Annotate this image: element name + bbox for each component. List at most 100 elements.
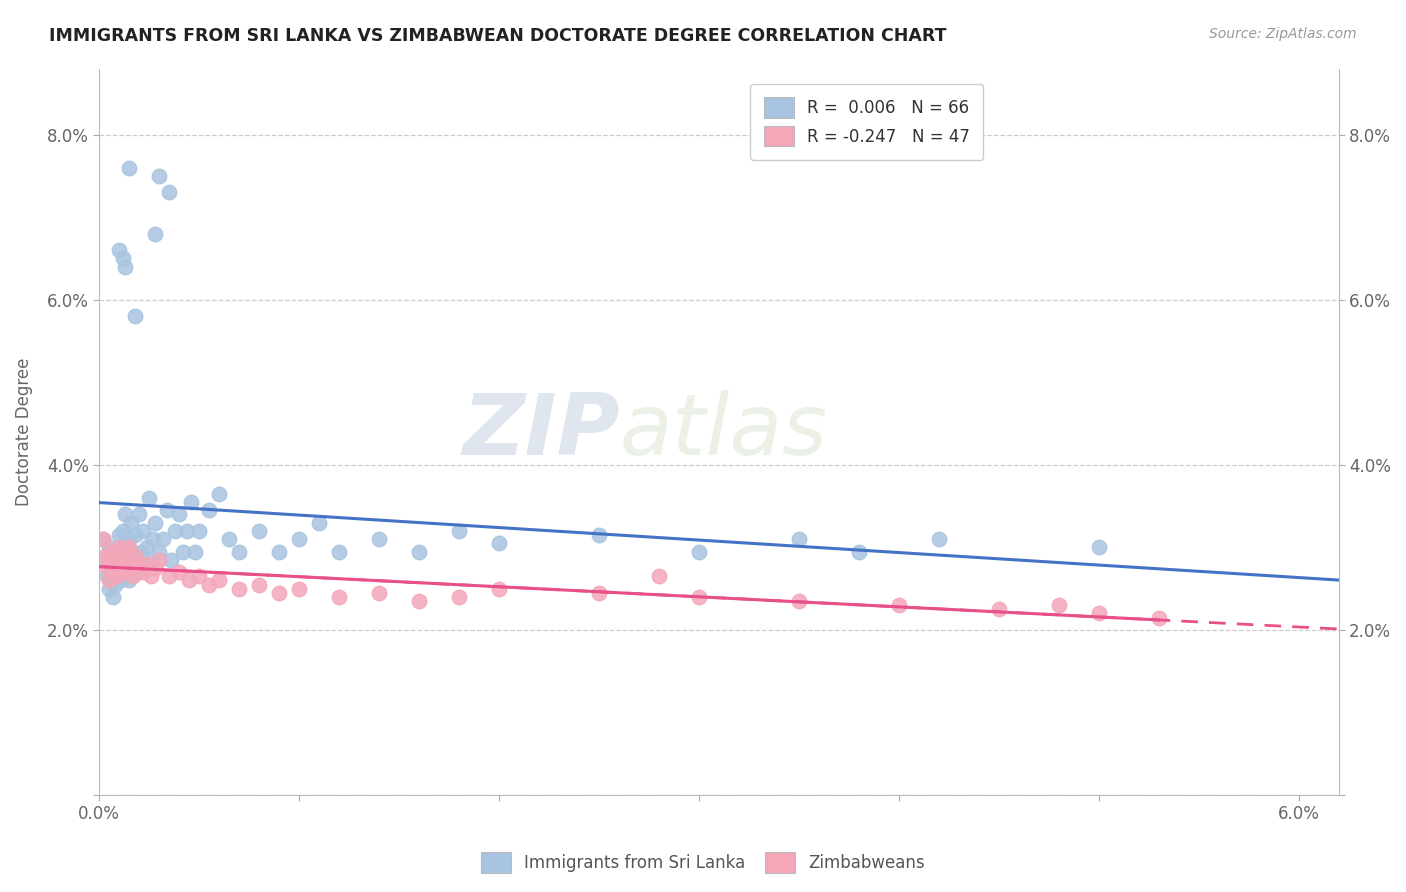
Point — [408, 544, 430, 558]
Point — [134, 561, 156, 575]
Point — [129, 544, 152, 558]
Point — [328, 544, 350, 558]
Point — [118, 541, 141, 555]
Point — [157, 186, 180, 200]
Point — [104, 553, 127, 567]
Point — [91, 532, 114, 546]
Point — [198, 577, 221, 591]
Point — [108, 528, 131, 542]
Point — [100, 544, 122, 558]
Point — [208, 486, 231, 500]
Point — [98, 574, 121, 588]
Point — [198, 503, 221, 517]
Point — [98, 582, 121, 596]
Point — [848, 544, 870, 558]
Point — [136, 557, 159, 571]
Point — [114, 260, 136, 274]
Point — [1087, 541, 1109, 555]
Point — [141, 569, 163, 583]
Point — [148, 553, 170, 567]
Point — [94, 549, 117, 563]
Point — [112, 544, 135, 558]
Point — [247, 577, 270, 591]
Point — [136, 541, 159, 555]
Point — [157, 569, 180, 583]
Point — [167, 508, 190, 522]
Point — [108, 243, 131, 257]
Point — [156, 503, 179, 517]
Point — [105, 569, 128, 583]
Point — [100, 565, 122, 579]
Point — [112, 524, 135, 538]
Point — [184, 544, 207, 558]
Point — [1087, 607, 1109, 621]
Point — [180, 495, 202, 509]
Point — [148, 544, 170, 558]
Point — [91, 532, 114, 546]
Point — [117, 557, 139, 571]
Point — [176, 524, 198, 538]
Point — [114, 536, 136, 550]
Point — [148, 169, 170, 183]
Legend: R =  0.006   N = 66, R = -0.247   N = 47: R = 0.006 N = 66, R = -0.247 N = 47 — [751, 84, 983, 160]
Point — [108, 541, 131, 555]
Point — [105, 561, 128, 575]
Point — [112, 252, 135, 266]
Point — [114, 565, 136, 579]
Text: IMMIGRANTS FROM SRI LANKA VS ZIMBABWEAN DOCTORATE DEGREE CORRELATION CHART: IMMIGRANTS FROM SRI LANKA VS ZIMBABWEAN … — [49, 27, 946, 45]
Point — [122, 569, 145, 583]
Point — [120, 561, 142, 575]
Point — [118, 161, 141, 175]
Point — [488, 582, 510, 596]
Point — [449, 590, 471, 604]
Point — [208, 574, 231, 588]
Point — [143, 516, 166, 530]
Point — [288, 582, 311, 596]
Point — [449, 524, 471, 538]
Point — [124, 549, 146, 563]
Point — [288, 532, 311, 546]
Point — [108, 553, 131, 567]
Point — [179, 574, 201, 588]
Point — [269, 586, 291, 600]
Point — [96, 569, 118, 583]
Point — [167, 565, 190, 579]
Point — [688, 590, 710, 604]
Point — [110, 574, 132, 588]
Point — [269, 544, 291, 558]
Point — [218, 532, 240, 546]
Point — [94, 553, 117, 567]
Text: ZIP: ZIP — [463, 391, 620, 474]
Point — [128, 557, 150, 571]
Point — [408, 594, 430, 608]
Point — [124, 528, 146, 542]
Point — [887, 598, 910, 612]
Point — [120, 544, 142, 558]
Point — [1047, 598, 1070, 612]
Point — [588, 528, 610, 542]
Point — [308, 516, 330, 530]
Point — [247, 524, 270, 538]
Y-axis label: Doctorate Degree: Doctorate Degree — [15, 358, 32, 506]
Point — [648, 569, 671, 583]
Point — [104, 549, 127, 563]
Point — [138, 491, 160, 505]
Point — [160, 553, 183, 567]
Point — [132, 524, 155, 538]
Point — [228, 582, 250, 596]
Point — [117, 553, 139, 567]
Point — [103, 561, 125, 575]
Point — [228, 544, 250, 558]
Point — [165, 524, 187, 538]
Point — [987, 602, 1010, 616]
Point — [127, 565, 149, 579]
Point — [787, 594, 810, 608]
Point — [103, 590, 125, 604]
Legend: Immigrants from Sri Lanka, Zimbabweans: Immigrants from Sri Lanka, Zimbabweans — [474, 846, 932, 880]
Point — [142, 532, 165, 546]
Point — [488, 536, 510, 550]
Point — [143, 561, 166, 575]
Point — [98, 541, 121, 555]
Point — [118, 574, 141, 588]
Point — [1147, 610, 1170, 624]
